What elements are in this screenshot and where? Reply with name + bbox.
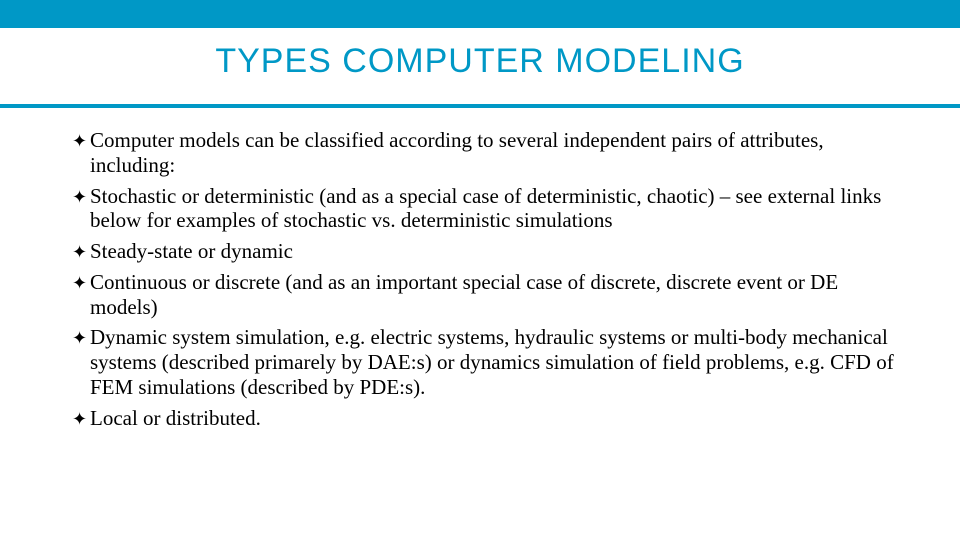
bullet-list: ✦ Computer models can be classified acco… [72,128,900,436]
bullet-text: Stochastic or deterministic (and as a sp… [90,184,900,234]
list-item: ✦ Local or distributed. [72,406,900,431]
bullet-icon: ✦ [72,325,90,349]
bullet-icon: ✦ [72,406,90,430]
slide-title: TYPES COMPUTER MODELING [0,42,960,81]
bullet-text: Steady-state or dynamic [90,239,900,264]
bullet-icon: ✦ [72,184,90,208]
bullet-text: Computer models can be classified accord… [90,128,900,178]
list-item: ✦ Steady-state or dynamic [72,239,900,264]
list-item: ✦ Stochastic or deterministic (and as a … [72,184,900,234]
title-underline-bar [0,104,960,108]
bullet-icon: ✦ [72,270,90,294]
bullet-text: Local or distributed. [90,406,900,431]
list-item: ✦ Dynamic system simulation, e.g. electr… [72,325,900,399]
bullet-icon: ✦ [72,128,90,152]
top-accent-bar [0,0,960,28]
bullet-text: Continuous or discrete (and as an import… [90,270,900,320]
list-item: ✦ Continuous or discrete (and as an impo… [72,270,900,320]
bullet-icon: ✦ [72,239,90,263]
bullet-text: Dynamic system simulation, e.g. electric… [90,325,900,399]
list-item: ✦ Computer models can be classified acco… [72,128,900,178]
